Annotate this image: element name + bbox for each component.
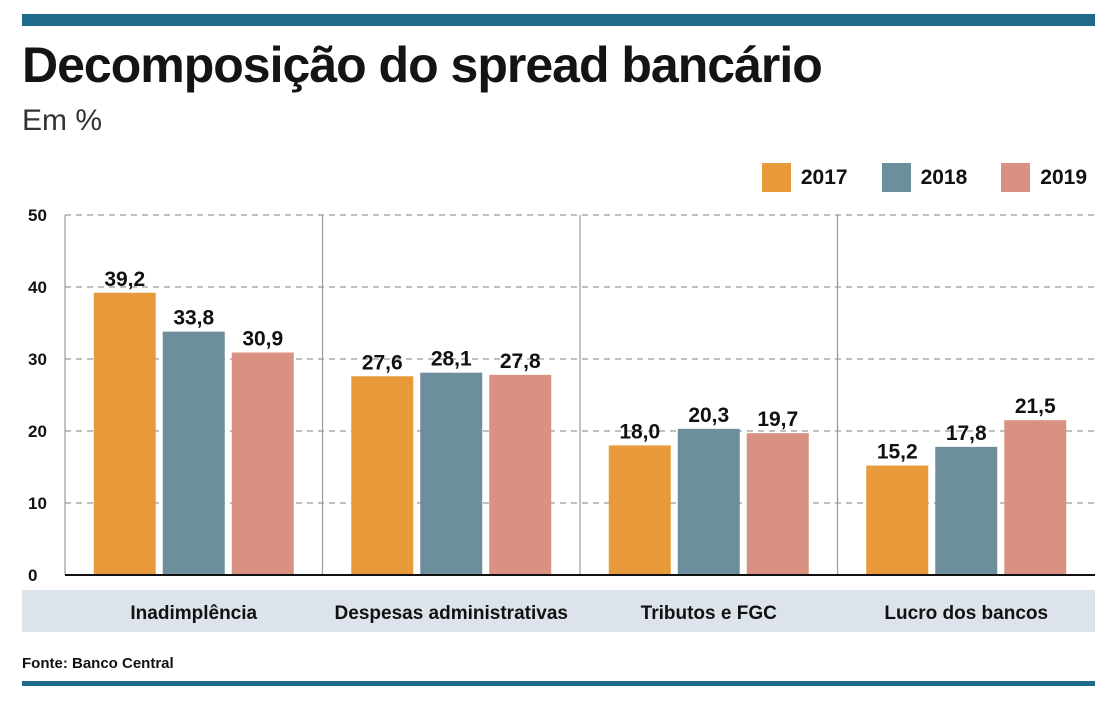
data-label-2018: 17,8 — [946, 422, 987, 445]
data-label-2017: 39,2 — [104, 268, 145, 291]
category-label: Lucro dos bancos — [884, 603, 1048, 624]
y-tick-label: 20 — [28, 422, 47, 441]
source-note: Fonte: Banco Central — [22, 655, 174, 672]
bar-chart: 0 10 20 30 40 50 39,2 33,8 30,9 Inadimplência 27,6… — [22, 206, 1095, 632]
y-tick-label: 30 — [28, 350, 47, 369]
bar-2018 — [677, 428, 740, 575]
category-label: Despesas administrativas — [335, 603, 568, 624]
data-label-2018: 33,8 — [173, 307, 214, 330]
bottom-rule — [22, 681, 1095, 686]
category-label: Tributos e FGC — [641, 603, 777, 624]
legend-item-2018: 2018 — [881, 163, 968, 192]
legend-swatch-2019 — [1001, 163, 1031, 192]
bar-2018 — [162, 331, 225, 575]
legend-swatch-2018 — [881, 163, 911, 192]
bar-2019 — [1004, 420, 1067, 575]
legend-label-2017: 2017 — [800, 165, 848, 189]
bar-2017 — [93, 292, 156, 575]
data-label-2018: 20,3 — [688, 404, 729, 427]
top-rule — [22, 14, 1095, 26]
legend-item-2019: 2019 — [1001, 163, 1087, 192]
bar-2019 — [489, 374, 552, 575]
data-label-2019: 19,7 — [757, 408, 798, 431]
chart-subtitle: Em % — [22, 104, 103, 137]
bar-2017 — [608, 445, 671, 575]
y-tick-label: 40 — [28, 278, 47, 297]
bar-2019 — [231, 352, 294, 575]
data-label-2019: 27,8 — [500, 350, 541, 373]
bar-2018 — [420, 372, 483, 575]
y-tick-label: 50 — [28, 206, 47, 225]
bar-2018 — [935, 446, 998, 575]
bar-2019 — [746, 433, 809, 575]
legend-label-2018: 2018 — [920, 165, 968, 189]
bar-2017 — [351, 376, 414, 575]
category-band — [22, 590, 1095, 632]
data-label-2017: 15,2 — [877, 441, 918, 464]
data-label-2019: 21,5 — [1015, 395, 1056, 418]
legend-label-2019: 2019 — [1040, 165, 1087, 189]
data-label-2019: 30,9 — [242, 328, 283, 351]
data-label-2018: 28,1 — [431, 348, 472, 371]
category-label: Inadimplência — [130, 603, 257, 624]
data-label-2017: 27,6 — [362, 351, 403, 374]
legend-swatch-2017 — [761, 163, 791, 192]
y-tick-label: 10 — [28, 494, 47, 513]
legend-item-2017: 2017 — [761, 163, 848, 192]
chart-title: Decomposição do spread bancário — [22, 37, 823, 93]
bar-2017 — [866, 465, 929, 575]
y-tick-label: 0 — [28, 566, 37, 585]
legend: 2017 2018 2019 — [761, 163, 1087, 192]
data-label-2017: 18,0 — [619, 420, 660, 443]
